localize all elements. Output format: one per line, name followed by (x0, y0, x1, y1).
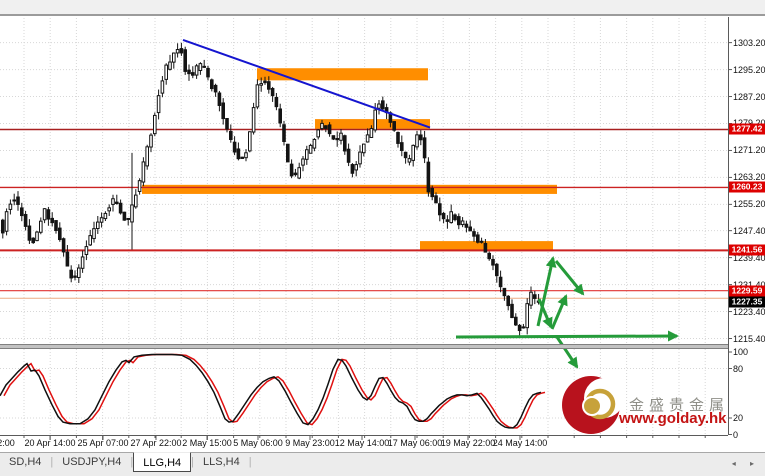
price-axis-label: 1223.40 (733, 306, 765, 317)
time-axis-label: 12 May 14:00 (334, 438, 390, 448)
tab-sd-h4[interactable]: SD,H4 (9, 456, 42, 468)
indicator-axis-label: 80 (733, 363, 744, 374)
tab-usdjpy-h4[interactable]: USDJPY,H4 (62, 456, 122, 468)
price-badge: 1227.35 (729, 296, 765, 308)
price-badge: 1241.56 (729, 244, 765, 256)
tab-separator: | (191, 456, 195, 468)
price-axis-label: 1231.40 (733, 280, 765, 290)
price-axis-label: 1215.40 (733, 333, 765, 344)
price-axis-label: 1279.20 (733, 118, 765, 128)
time-axis-label: 17 May 06:00 (387, 438, 443, 448)
toolbar-strip (0, 0, 765, 16)
time-axis-label: 25 Apr 07:00 (77, 438, 129, 448)
indicator-axis-label: 0 (733, 429, 739, 440)
time-axis-label: 27 Apr 22:00 (130, 438, 182, 448)
time-axis-label: 2:00 (0, 438, 15, 448)
price-axis-label: 1295.20 (733, 64, 765, 75)
price-axis-label: 1271.20 (733, 145, 765, 156)
price-axis-label: 1255.20 (733, 199, 765, 210)
time-axis-label: 9 May 23:00 (285, 438, 335, 448)
time-axis-label: 20 Apr 14:00 (24, 438, 76, 448)
time-axis-label: 2 May 15:00 (182, 438, 232, 448)
watermark-brand: 金盛贵金属 (629, 397, 730, 414)
price-axis-label: 1287.20 (733, 91, 765, 102)
time-axis-label: 19 May 22:00 (440, 438, 496, 448)
tab-llg-h4[interactable]: LLG,H4 (133, 452, 192, 472)
price-badge: 1277.42 (729, 123, 765, 135)
price-axis-label: 1303.20 (733, 37, 765, 48)
indicator-axis-label: 100 (733, 347, 749, 357)
price-axis-label: 1247.40 (733, 225, 765, 236)
price-badge: 1229.59 (729, 285, 765, 297)
time-axis-label: 24 May 14:00 (492, 438, 548, 448)
tab-scroll-arrows[interactable]: ◂ ▸ (731, 459, 760, 468)
tab-lls-h4[interactable]: LLS,H4 (203, 456, 240, 468)
tab-separator: | (130, 456, 134, 468)
price-axis-label: 1239.40 (733, 252, 765, 263)
tab-separator: | (50, 456, 54, 468)
tab-separator: | (248, 456, 252, 468)
watermark-url: www.golday.hk (619, 410, 727, 427)
indicator-axis-label: 20 (733, 413, 744, 423)
time-axis-label: 5 May 06:00 (233, 438, 283, 448)
chart-tab-bar: SD,H4 | USDJPY,H4 | LLG,H4 | LLS,H4 | (0, 452, 765, 476)
price-axis-label: 1263.20 (733, 172, 765, 183)
price-badge: 1260.23 (729, 181, 765, 193)
